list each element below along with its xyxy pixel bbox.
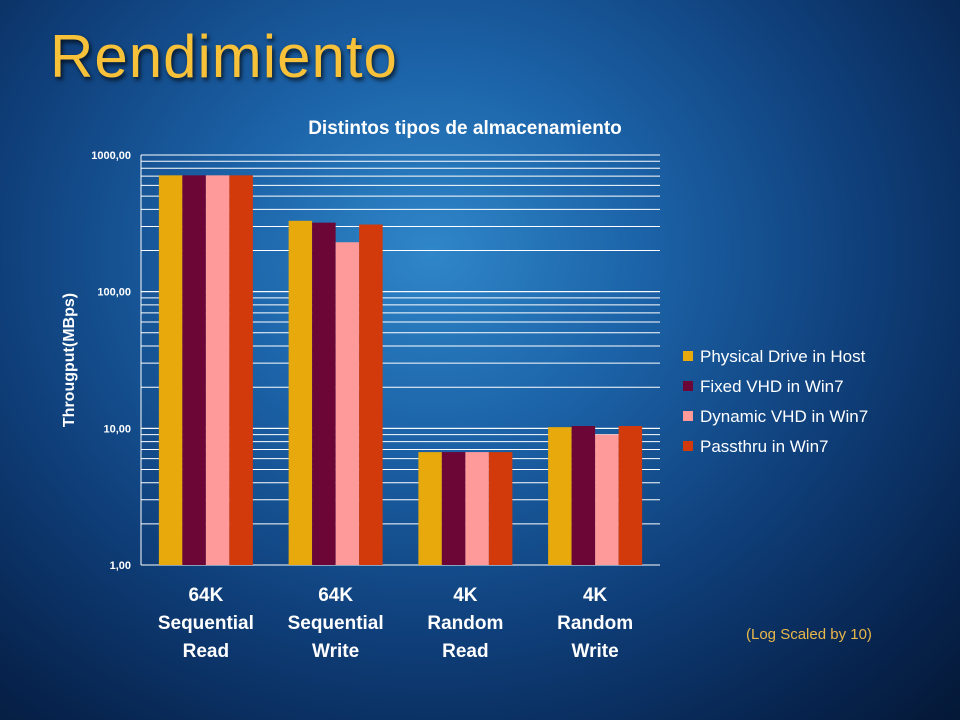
category-label: 4K Random Read <box>427 585 503 662</box>
category-label: 4K Random Write <box>557 585 633 662</box>
category-labels: 64K Sequential Read 64K Sequential Write 4K Ran… <box>158 585 633 662</box>
slide-title: Rendimiento <box>50 23 398 90</box>
bar <box>465 452 489 565</box>
y-axis-ticks: 1,00 10,00 100,00 1000,00 <box>91 150 131 572</box>
bar <box>158 175 183 566</box>
category-label: 64K Sequential Write <box>288 585 384 662</box>
bar <box>488 452 513 565</box>
y-tick-label: 1000,00 <box>91 150 131 162</box>
bar <box>288 220 313 565</box>
legend-label: Fixed VHD in Win7 <box>700 377 844 396</box>
bars <box>158 175 643 566</box>
bar <box>595 434 619 565</box>
y-tick-label: 1,00 <box>110 560 131 572</box>
legend-swatch <box>683 411 693 421</box>
bar <box>548 427 572 565</box>
bar <box>441 452 466 565</box>
legend-swatch <box>683 351 693 361</box>
bar <box>571 426 596 565</box>
legend-label: Dynamic VHD in Win7 <box>700 407 868 426</box>
bar <box>312 222 336 565</box>
chart-title: Distintos tipos de almacenamiento <box>308 118 622 139</box>
bar <box>418 452 442 565</box>
y-tick-label: 100,00 <box>97 287 131 299</box>
log-scale-note: (Log Scaled by 10) <box>746 626 872 643</box>
bar <box>182 175 206 566</box>
bar <box>205 175 230 566</box>
legend-swatch <box>683 441 693 451</box>
legend-label: Passthru in Win7 <box>700 437 829 456</box>
category-label: 64K Sequential Read <box>158 585 254 662</box>
bar <box>229 175 253 566</box>
y-tick-label: 10,00 <box>103 423 131 435</box>
bar <box>335 242 360 565</box>
legend-label: Physical Drive in Host <box>700 347 866 366</box>
bar <box>359 224 383 565</box>
bar <box>618 426 643 565</box>
legend-swatch <box>683 381 693 391</box>
y-axis-label: Througput(MBps) <box>61 293 78 427</box>
legend: Physical Drive in Host Fixed VHD in Win7 D… <box>683 347 868 456</box>
